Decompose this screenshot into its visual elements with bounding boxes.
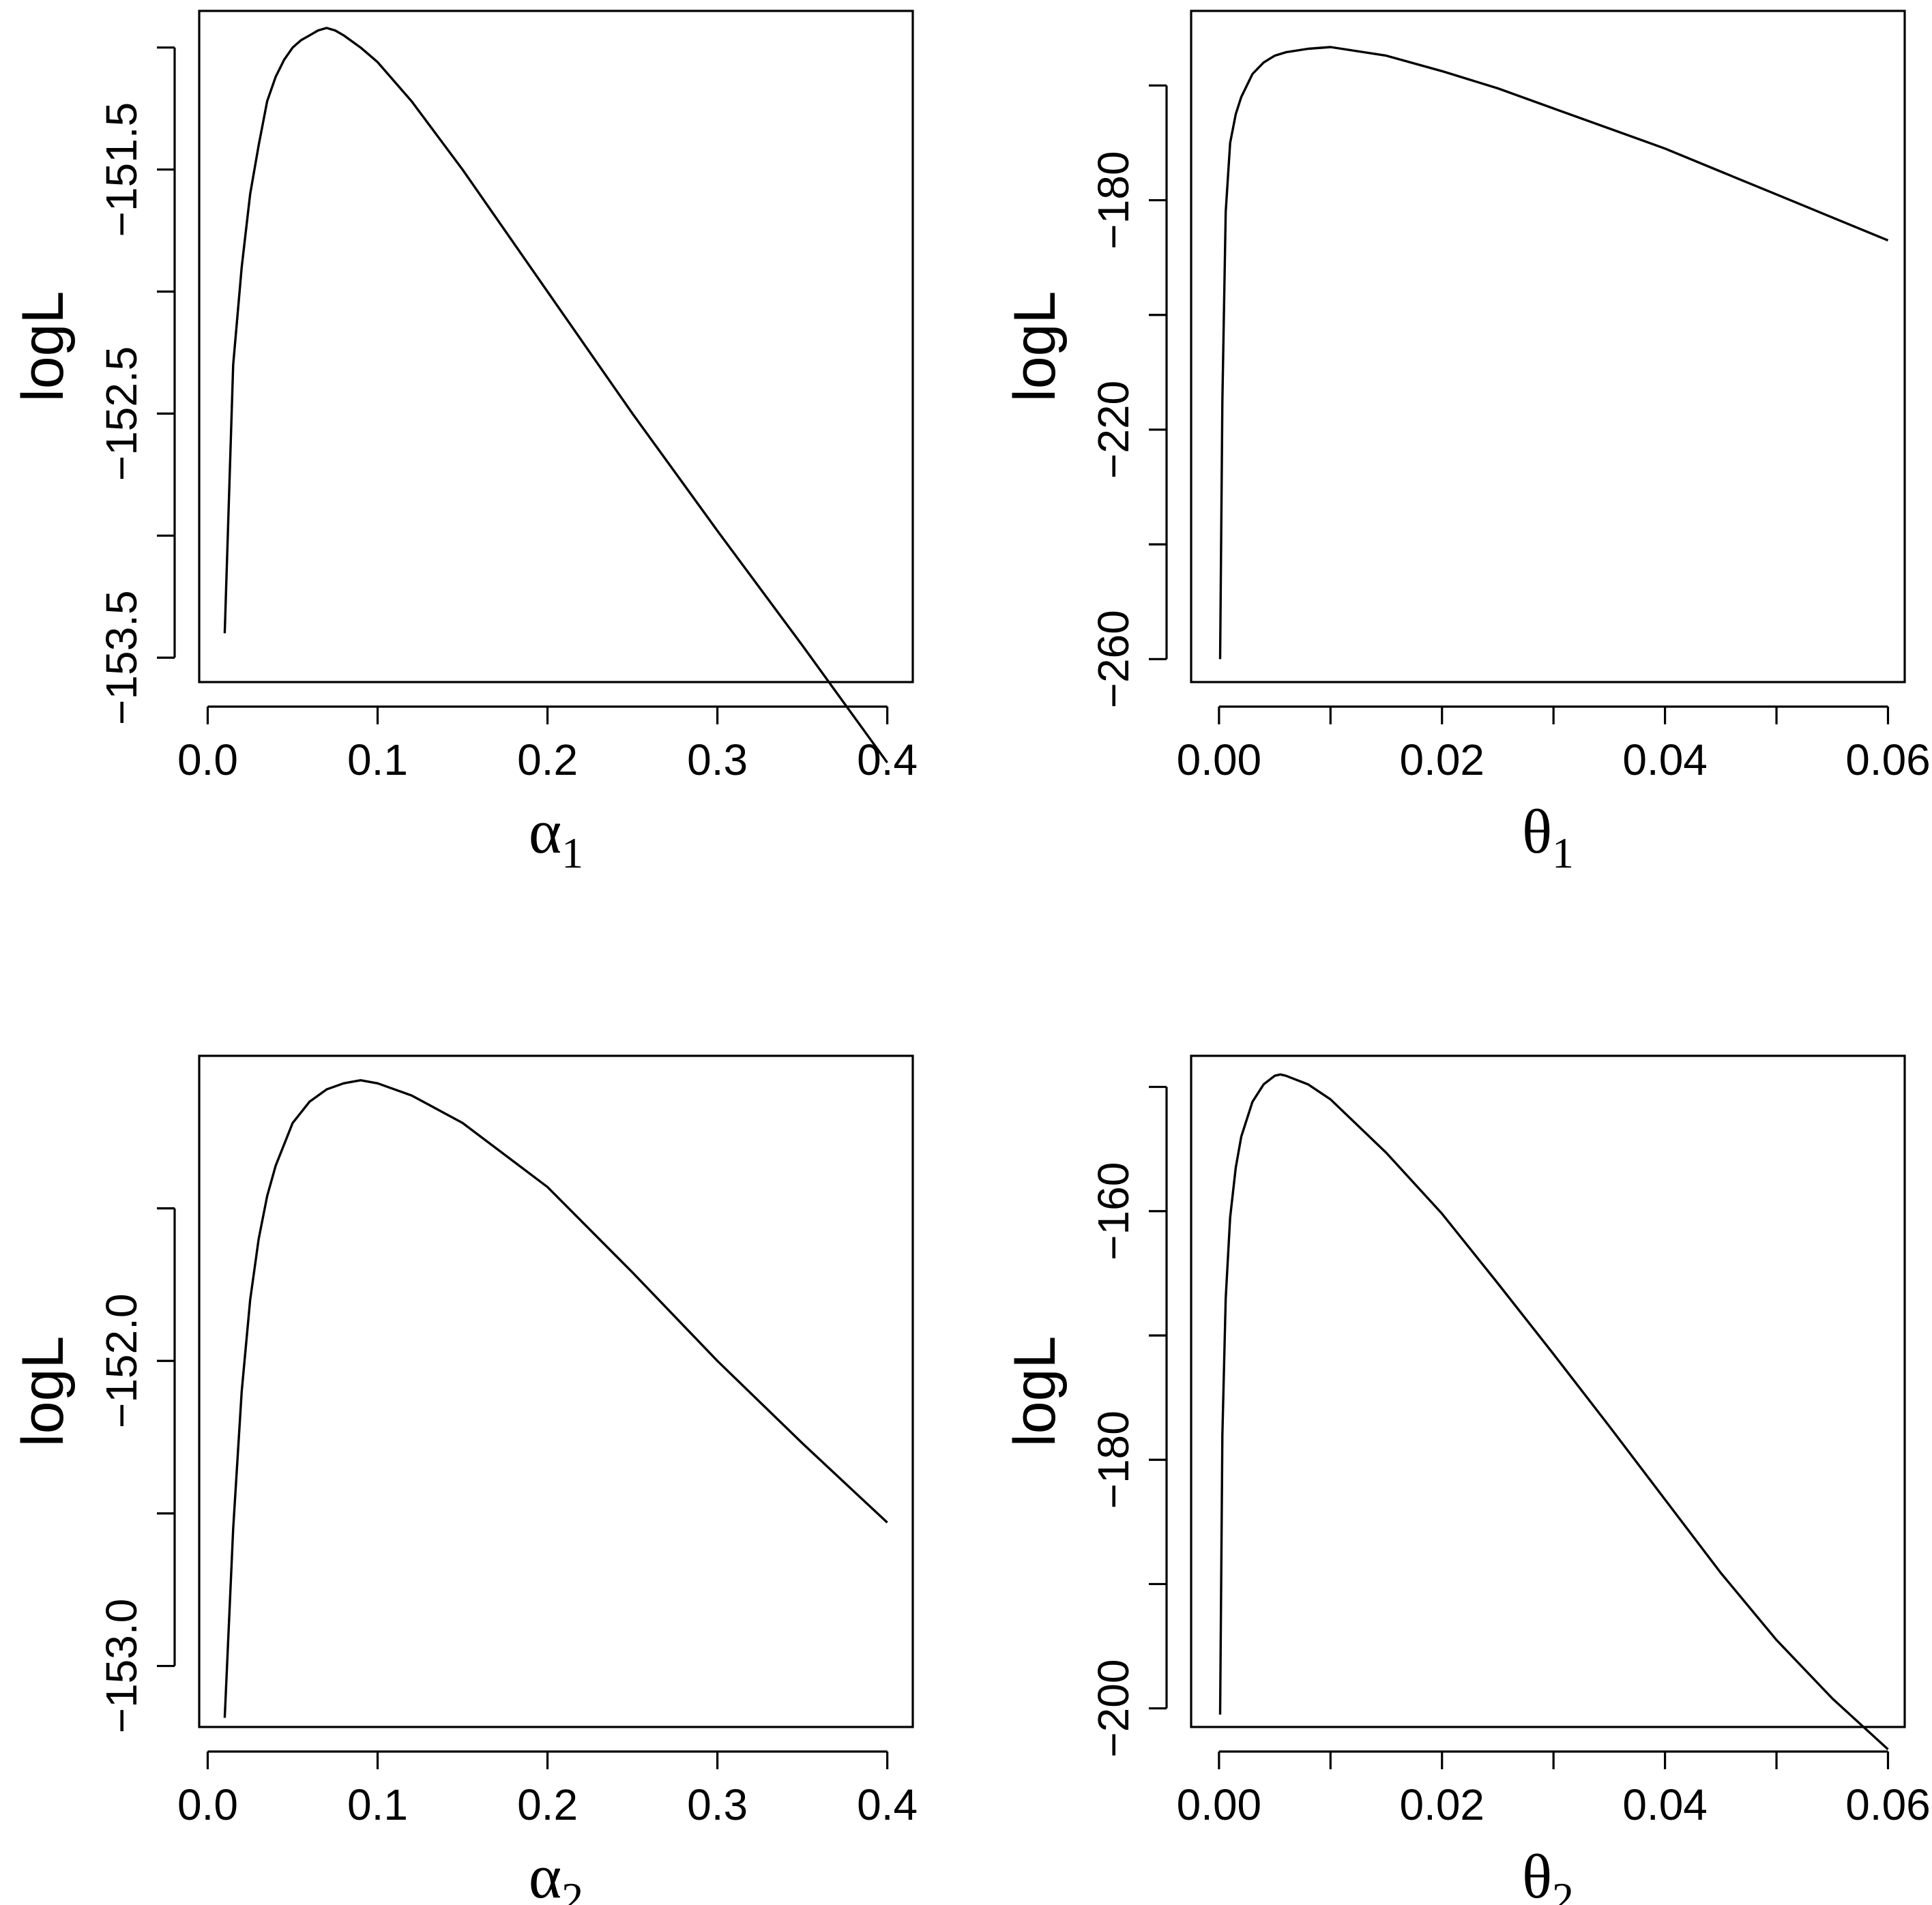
y-axis-title: logL bbox=[1002, 291, 1068, 402]
x-tick-label: 0.04 bbox=[1622, 735, 1708, 784]
y-tick-label: −152.5 bbox=[97, 346, 146, 482]
x-tick-label: 0.0 bbox=[177, 1780, 238, 1829]
y-tick-label: −260 bbox=[1089, 610, 1138, 708]
x-tick-label: 0.4 bbox=[857, 735, 918, 784]
logl-curve bbox=[223, 27, 888, 764]
x-tick-label: 0.06 bbox=[1845, 735, 1931, 784]
x-axis-title: θ2 bbox=[1522, 1842, 1574, 1905]
x-tick-label: 0.06 bbox=[1845, 1780, 1931, 1829]
x-tick-label: 0.1 bbox=[347, 1780, 408, 1829]
y-tick-label: −220 bbox=[1089, 381, 1138, 479]
logl-curve bbox=[1218, 46, 1889, 660]
panel-1: 0.0 0.1 0.2 0.3 0.4 −151.5 −152.5 −153.5 logL α1 bbox=[10, 10, 918, 877]
plot-frame bbox=[1190, 1054, 1906, 1728]
plot-frame bbox=[1190, 10, 1906, 683]
y-tick-label: −180 bbox=[1089, 1411, 1138, 1509]
y-tick-label: −200 bbox=[1089, 1659, 1138, 1758]
x-tick-label: 0.2 bbox=[517, 1780, 578, 1829]
x-axis-title: α1 bbox=[529, 797, 583, 877]
logl-curve bbox=[1218, 1073, 1889, 1751]
x-tick-label: 0.00 bbox=[1177, 1780, 1262, 1829]
panel-3: 0.0 0.1 0.2 0.3 0.4 −152.0 −153.0 logL α2 bbox=[10, 1054, 918, 1905]
x-axis-title: α2 bbox=[529, 1842, 583, 1905]
plot-frame bbox=[198, 1054, 914, 1728]
x-axis-title: θ1 bbox=[1522, 797, 1574, 877]
y-axis-title: logL bbox=[10, 291, 76, 402]
panel-4: 0.00 0.02 0.04 0.06 −160 −180 −200 logL θ2 bbox=[1002, 1054, 1931, 1905]
y-tick-label: −160 bbox=[1089, 1162, 1138, 1260]
panel-2: 0.00 0.02 0.04 0.06 −180 −220 −260 logL θ1 bbox=[1002, 10, 1931, 877]
x-tick-label: 0.1 bbox=[347, 735, 408, 784]
x-tick-label: 0.0 bbox=[177, 735, 238, 784]
x-tick-label: 0.3 bbox=[687, 1780, 748, 1829]
y-tick-label: −151.5 bbox=[97, 102, 146, 237]
logl-curve bbox=[223, 1079, 888, 1718]
y-tick-label: −180 bbox=[1089, 151, 1138, 249]
y-tick-label: −153.0 bbox=[97, 1599, 146, 1734]
y-axis-title: logL bbox=[10, 1336, 76, 1447]
y-tick-label: −152.0 bbox=[97, 1294, 146, 1429]
x-tick-label: 0.02 bbox=[1399, 1780, 1484, 1829]
x-tick-label: 0.00 bbox=[1177, 735, 1262, 784]
x-tick-label: 0.3 bbox=[687, 735, 748, 784]
y-axis-title: logL bbox=[1002, 1336, 1068, 1447]
x-tick-label: 0.04 bbox=[1622, 1780, 1708, 1829]
y-tick-label: −153.5 bbox=[97, 590, 146, 725]
x-tick-label: 0.2 bbox=[517, 735, 578, 784]
x-tick-label: 0.4 bbox=[857, 1780, 918, 1829]
plot-frame bbox=[198, 10, 914, 683]
x-tick-label: 0.02 bbox=[1399, 735, 1484, 784]
